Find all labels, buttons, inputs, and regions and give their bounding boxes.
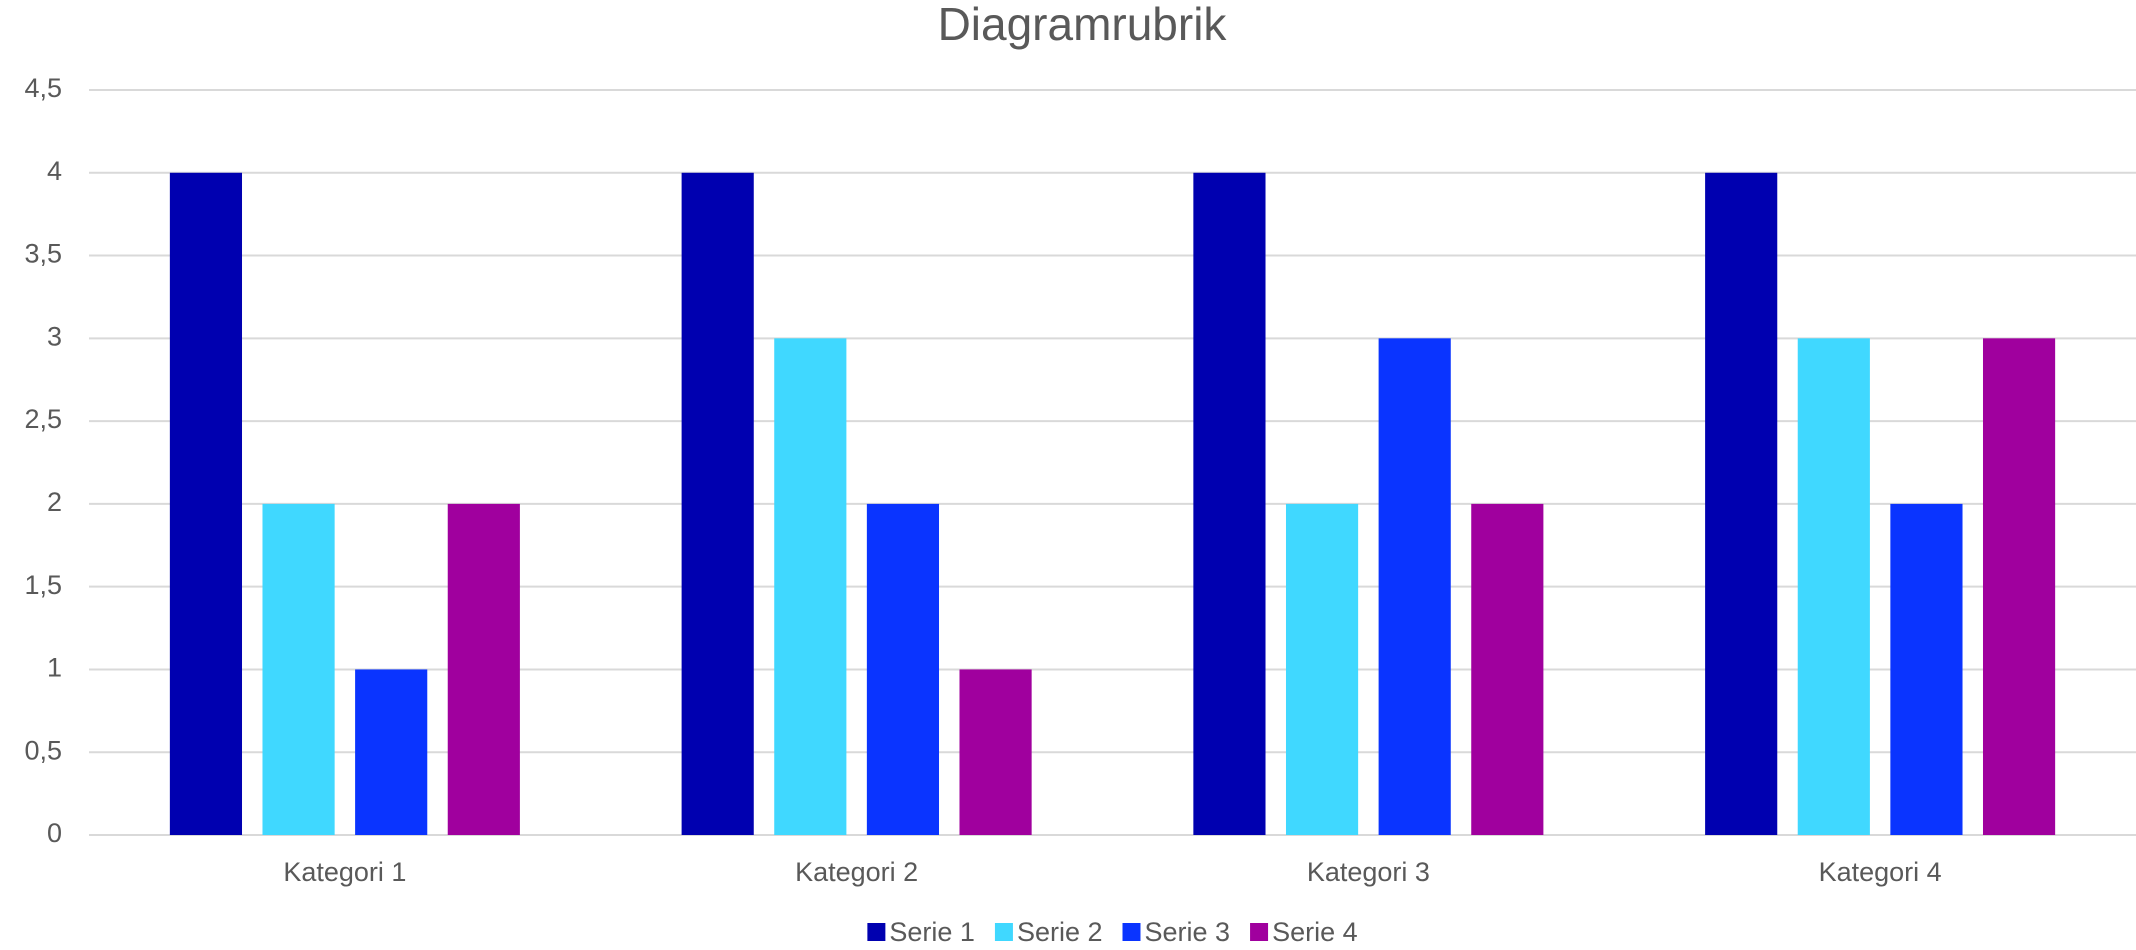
bar [1890, 503, 1963, 835]
y-tick-label: 2,5 [24, 404, 62, 434]
legend-swatch [1122, 923, 1141, 941]
legend-swatch [994, 923, 1013, 941]
legend-swatch [867, 923, 886, 941]
x-tick-label: Kategori 2 [795, 857, 918, 887]
bar [1285, 503, 1359, 835]
bar [262, 503, 335, 835]
y-tick-label: 1 [47, 653, 62, 683]
y-tick-label: 1,5 [24, 570, 62, 600]
bar [774, 338, 847, 835]
bar [355, 669, 428, 835]
legend-label: Serie 1 [889, 917, 975, 947]
x-tick-label: Kategori 3 [1307, 857, 1430, 887]
legend-label: Serie 4 [1272, 917, 1358, 947]
x-tick-label: Kategori 4 [1819, 857, 1942, 887]
y-tick-label: 2 [47, 487, 62, 517]
bar [169, 172, 243, 835]
y-tick-label: 4,5 [24, 73, 62, 103]
bar [1193, 172, 1266, 835]
y-tick-label: 4 [47, 156, 62, 186]
bar [959, 669, 1032, 835]
bar [1982, 338, 2056, 835]
y-tick-label: 3,5 [24, 239, 62, 269]
bar [1705, 172, 1778, 835]
bar [1378, 338, 1451, 835]
legend-label: Serie 2 [1017, 917, 1103, 947]
bar [1797, 338, 1870, 835]
legend-swatch [1250, 923, 1269, 941]
y-tick-label: 0 [47, 818, 62, 848]
legend-label: Serie 3 [1145, 917, 1231, 947]
bar [866, 503, 940, 835]
y-tick-label: 0,5 [24, 735, 62, 765]
bar [681, 172, 754, 835]
chart-title: Diagramrubrik [938, 0, 1228, 50]
y-tick-label: 3 [47, 321, 62, 351]
x-tick-label: Kategori 1 [283, 857, 406, 887]
bar [1471, 503, 1544, 835]
bar [447, 503, 520, 835]
